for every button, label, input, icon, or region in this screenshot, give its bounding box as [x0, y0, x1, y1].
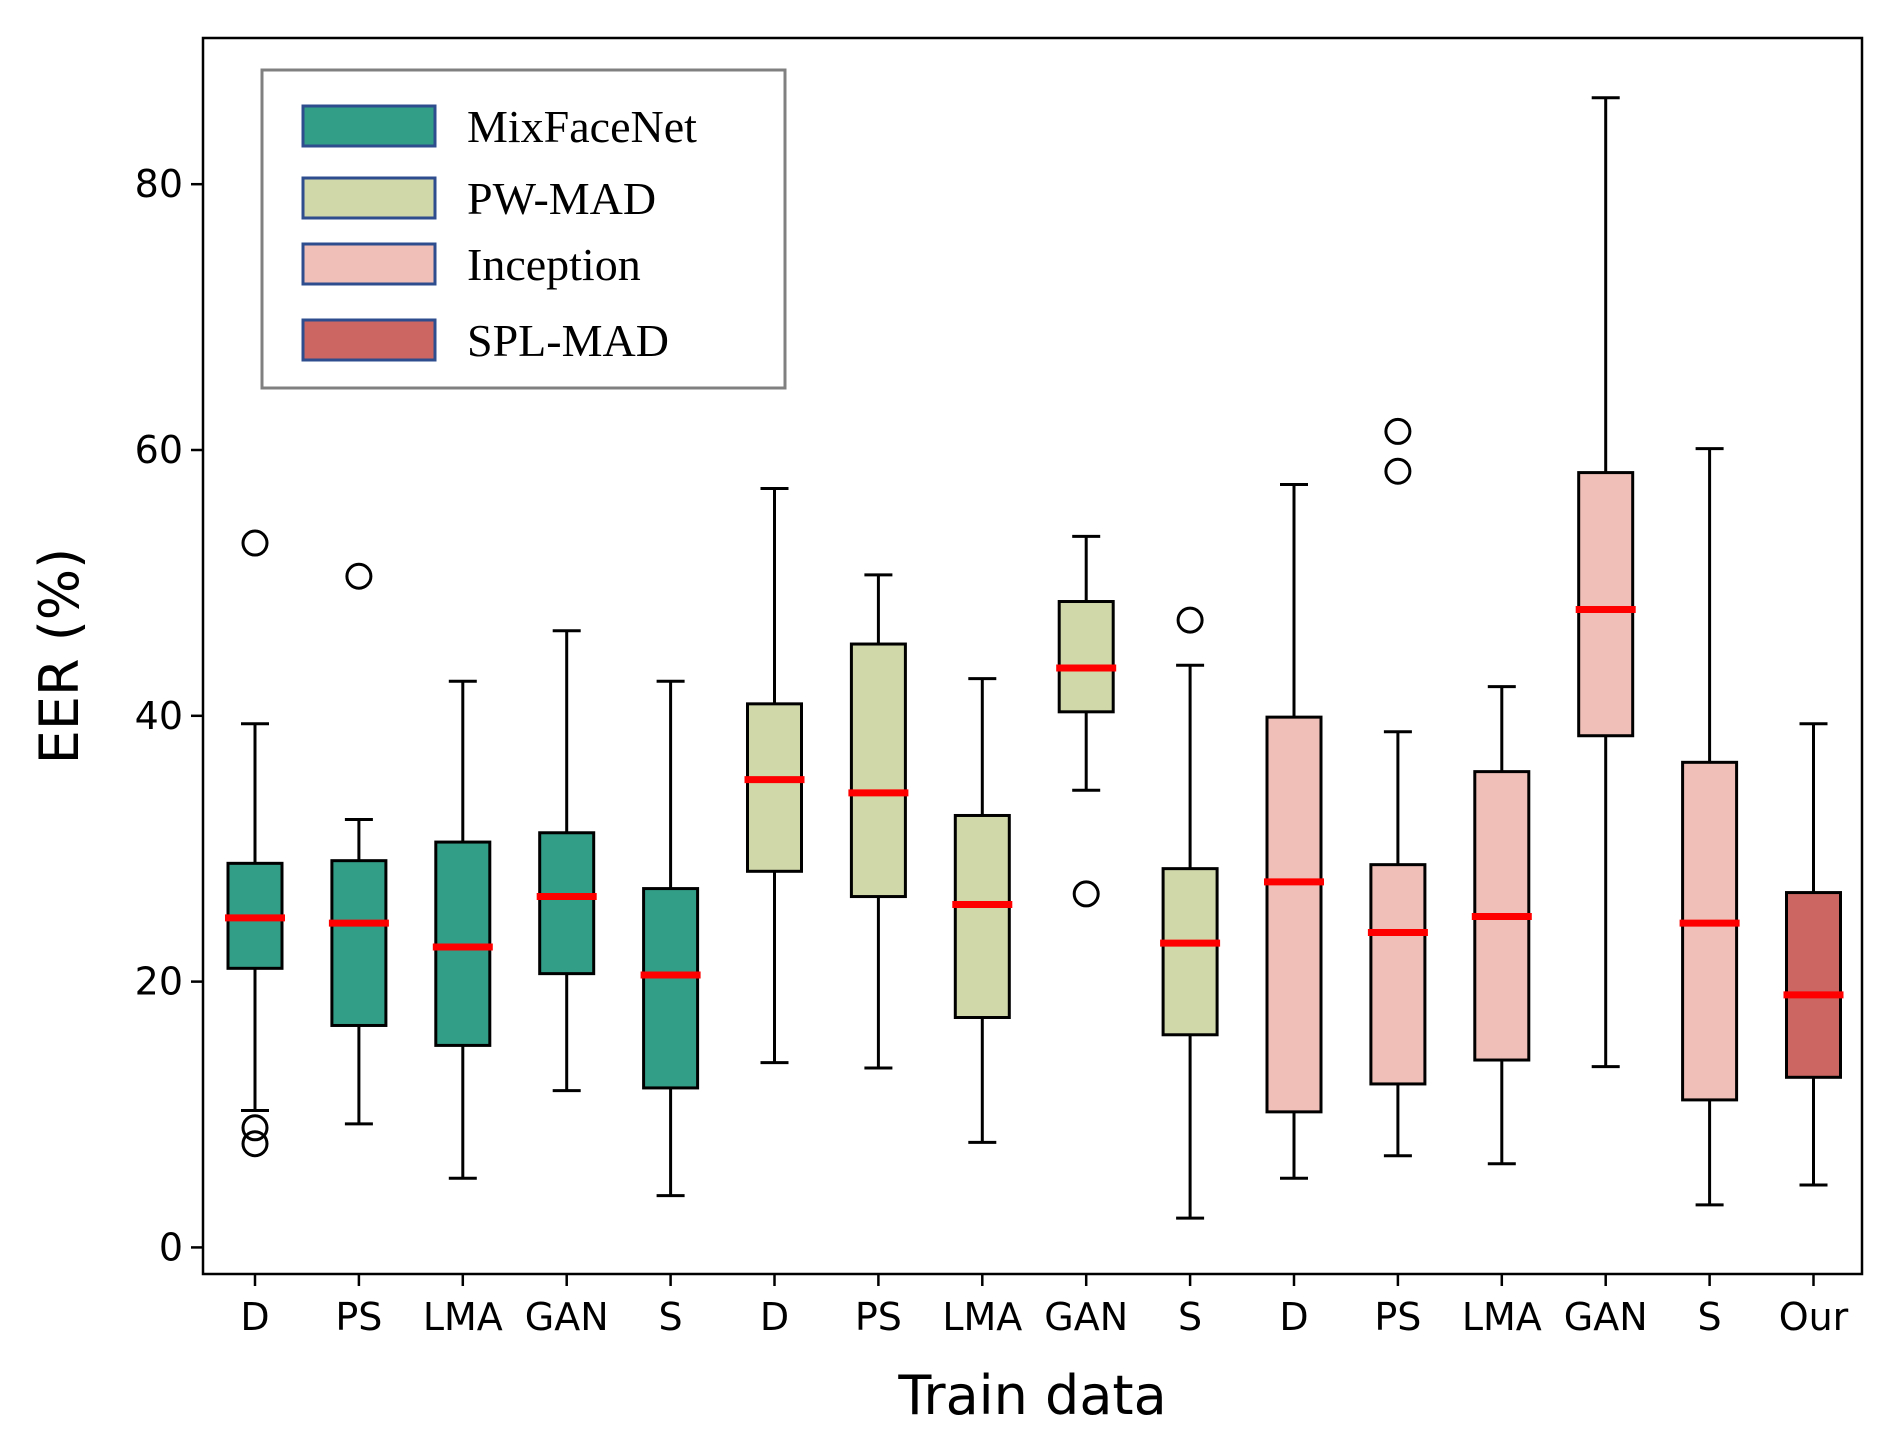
- legend-swatch-mixfacenet: [301, 104, 437, 148]
- x-tick-label: D: [760, 1295, 789, 1339]
- y-tick-label: 60: [135, 428, 183, 472]
- box-inception-gan: [1575, 96, 1636, 1069]
- iqr-box: [1161, 867, 1219, 1037]
- box-inception-d: [1264, 483, 1324, 1180]
- x-tick-label: Our: [1779, 1295, 1849, 1339]
- iqr-box: [1785, 891, 1842, 1079]
- box-pw-mad-d: [744, 487, 805, 1065]
- x-tick-label: D: [1279, 1295, 1308, 1339]
- x-tick-label: GAN: [1044, 1295, 1128, 1339]
- y-tick-label: 40: [135, 694, 183, 738]
- iqr-box: [642, 887, 700, 1090]
- y-tick-label: 80: [135, 162, 183, 206]
- x-tick-label: GAN: [525, 1295, 609, 1339]
- iqr-box: [849, 642, 907, 899]
- iqr-box: [1057, 600, 1115, 714]
- x-tick-label: LMA: [942, 1295, 1022, 1339]
- box-inception-lma: [1471, 685, 1532, 1166]
- box-pw-mad-ps: [848, 573, 909, 1070]
- iqr-box: [1681, 760, 1739, 1102]
- x-tick-label: S: [1178, 1295, 1202, 1339]
- iqr-box: [330, 859, 388, 1027]
- box-inception-ps: [1367, 417, 1428, 1158]
- y-tick-label: 20: [135, 960, 183, 1004]
- box-pw-mad-s: [1160, 606, 1221, 1220]
- legend-label-inception: Inception: [467, 239, 641, 290]
- boxes-layer: [225, 96, 1844, 1220]
- legend-swatch-inception: [301, 242, 437, 286]
- x-tick-label: S: [1698, 1295, 1722, 1339]
- x-tick-label: LMA: [1462, 1295, 1542, 1339]
- x-tick-label: S: [659, 1295, 683, 1339]
- x-tick-label: PS: [855, 1295, 902, 1339]
- legend-label-spl-mad: SPL-MAD: [467, 315, 669, 366]
- outlier-point: [241, 1114, 269, 1142]
- iqr-box: [746, 702, 803, 873]
- iqr-box: [1265, 715, 1323, 1114]
- outlier-point: [1384, 457, 1412, 485]
- outlier-point: [241, 1130, 269, 1158]
- iqr-box: [538, 831, 596, 976]
- box-pw-mad-gan: [1056, 534, 1117, 908]
- box-mixfacenet-lma: [432, 679, 493, 1180]
- iqr-box: [953, 813, 1011, 1019]
- x-tick-label: GAN: [1564, 1295, 1648, 1339]
- iqr-box: [1369, 863, 1427, 1086]
- legend-label-mixfacenet: MixFaceNet: [467, 101, 697, 152]
- x-tick-label: PS: [335, 1295, 382, 1339]
- box-mixfacenet-gan: [536, 629, 597, 1093]
- legend-swatch-spl-mad: [301, 318, 437, 362]
- legend-swatch-pw-mad: [301, 176, 437, 220]
- legend-label-pw-mad: PW-MAD: [467, 173, 656, 224]
- x-axis-title: Train data: [897, 1364, 1166, 1427]
- outlier-point: [1072, 880, 1100, 908]
- box-pw-mad-lma: [952, 677, 1013, 1144]
- box-spl-mad-our: [1783, 722, 1844, 1187]
- iqr-box: [1577, 471, 1635, 738]
- plot-frame: [201, 36, 1864, 1276]
- y-axis-title: EER (%): [28, 548, 91, 764]
- outlier-point: [345, 562, 373, 590]
- box-mixfacenet-ps: [328, 562, 389, 1126]
- legend: MixFaceNet PW-MAD Inception SPL-MAD: [260, 68, 787, 390]
- box-inception-s: [1679, 447, 1740, 1207]
- x-tick-label: PS: [1374, 1295, 1421, 1339]
- outlier-point: [1176, 606, 1204, 634]
- y-axis-ticks: 0 20 40 60 80: [135, 162, 203, 1269]
- y-tick-label: 0: [159, 1225, 183, 1269]
- x-axis-ticks: D PS LMA GAN S D PS LMA GAN S D PS LMA GAN S Our: [240, 1274, 1849, 1339]
- outlier-point: [241, 529, 269, 557]
- box-mixfacenet-s: [640, 679, 701, 1198]
- x-tick-label: D: [240, 1295, 269, 1339]
- outlier-point: [1384, 417, 1412, 445]
- box-mixfacenet-d: [225, 529, 285, 1158]
- x-tick-label: LMA: [423, 1295, 503, 1339]
